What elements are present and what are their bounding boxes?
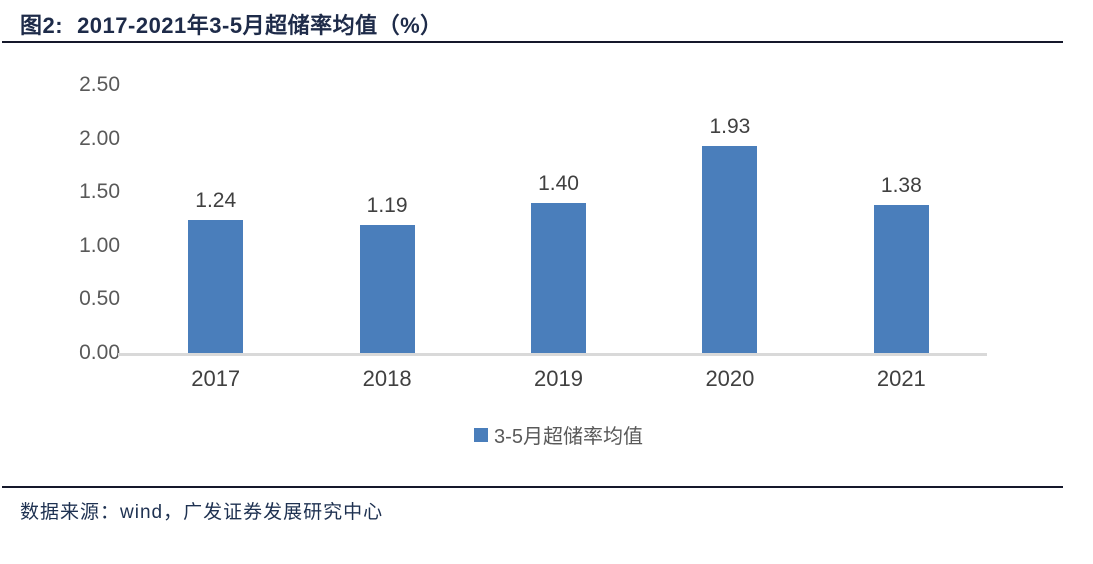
- x-axis-tick-label: 2021: [876, 366, 926, 391]
- bar-slot: 1.24: [130, 85, 301, 353]
- bar-2021: [873, 205, 929, 353]
- title-divider: [2, 41, 1063, 43]
- bar-2019: [531, 203, 587, 353]
- data-source: 数据来源：wind，广发证券发展研究中心: [20, 502, 384, 523]
- bar-value-label: 1.40: [538, 172, 579, 195]
- x-axis-line: [118, 353, 987, 356]
- bar-value-label: 1.19: [366, 194, 408, 217]
- x-axis-tick-label: 2018: [362, 366, 412, 391]
- y-axis-tick-label: 1.50: [79, 180, 120, 204]
- y-axis-labels: 2.50 2.00 1.50 1.00 0.50 0.00: [40, 72, 120, 366]
- figure-title: 图2: 2017-2021年3-5月超储率均值（%）: [20, 8, 443, 40]
- figure-title-text: 2017-2021年3-5月超储率均值（%）: [77, 13, 443, 38]
- figure-label: 图2:: [20, 13, 64, 38]
- bar-value-label: 1.24: [195, 189, 237, 212]
- bar-2017: [188, 220, 244, 353]
- y-axis-tick-label: 1.00: [79, 233, 120, 257]
- y-axis-tick-label: 2.50: [79, 73, 120, 96]
- chart-legend: 3-5月超储率均值: [130, 420, 987, 449]
- legend-swatch-icon: [474, 427, 489, 442]
- legend-label: 3-5月超储率均值: [494, 426, 643, 448]
- plot-area: 1.24 1.19 1.40 1.93 1.38: [130, 85, 987, 353]
- y-axis-tick-label: 0.50: [79, 287, 120, 311]
- bar-2018: [359, 225, 415, 353]
- y-axis-tick-label: 2.00: [79, 126, 120, 150]
- y-axis-tick-label: 0.00: [79, 340, 120, 364]
- x-axis-tick-label: 2019: [534, 366, 583, 391]
- bar-chart: 2.50 2.00 1.50 1.00 0.50 0.00 1.24 1.19 1.40 1.9…: [40, 72, 987, 449]
- bar-slot: 1.38: [816, 85, 987, 353]
- bar-slot: 1.93: [644, 85, 815, 353]
- bar-value-label: 1.38: [880, 174, 922, 197]
- bar-slot: 1.19: [301, 85, 472, 353]
- footer-divider: [2, 486, 1063, 488]
- bar-2020: [702, 146, 758, 353]
- x-axis-labels: 2017 2018 2019 2020 2021: [130, 366, 987, 392]
- bar-value-label: 1.93: [709, 115, 751, 138]
- x-axis-tick-label: 2020: [705, 366, 755, 391]
- bar-slot: 1.40: [473, 85, 644, 353]
- x-axis-tick-label: 2017: [191, 366, 241, 391]
